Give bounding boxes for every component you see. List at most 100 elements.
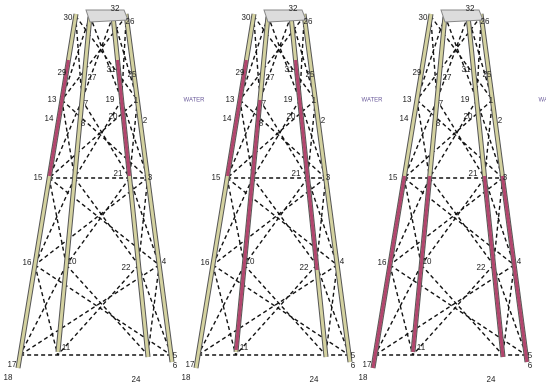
leg — [58, 16, 90, 352]
node-label: 14 — [45, 114, 54, 123]
node-label: 18 — [359, 373, 368, 382]
node-label: 5 — [351, 351, 356, 360]
brace — [421, 265, 503, 355]
node-label: 13 — [48, 95, 57, 104]
node-label: 6 — [173, 361, 178, 370]
node-label: 21 — [114, 169, 123, 178]
highlighted-member — [502, 176, 527, 362]
node-label: 4 — [162, 257, 167, 266]
node-label: 15 — [389, 173, 398, 182]
node-label: 19 — [106, 95, 115, 104]
node-label: 8 — [259, 119, 264, 128]
highlighted-member — [484, 176, 503, 357]
node-label: 16 — [201, 258, 210, 267]
node-label: 8 — [81, 119, 86, 128]
node-label: 18 — [182, 373, 191, 382]
node-label: 4 — [517, 257, 522, 266]
node-label: 5 — [173, 351, 178, 360]
node-label: 2 — [143, 116, 148, 125]
node-label: 5 — [528, 351, 533, 360]
node-label: 20 — [464, 112, 473, 121]
node-label: 32 — [289, 4, 298, 13]
jacket-structure: 3032262927312513719114820215213161022417… — [4, 4, 206, 384]
node-label: 31 — [107, 65, 116, 74]
brace — [390, 265, 526, 355]
node-label: 27 — [88, 73, 97, 82]
node-label: 15 — [212, 173, 221, 182]
node-label: 11 — [417, 343, 426, 352]
node-label: 19 — [461, 95, 470, 104]
node-label: 31 — [462, 65, 471, 74]
node-label: 14 — [400, 114, 409, 123]
node-label: 16 — [23, 258, 32, 267]
brace — [417, 100, 430, 178]
node-label: 19 — [284, 95, 293, 104]
node-label: 27 — [266, 73, 275, 82]
brace — [213, 265, 349, 355]
node-label: 24 — [310, 375, 319, 384]
node-label: 1 — [489, 96, 494, 105]
node-label: 29 — [413, 68, 422, 77]
node-label: 7 — [262, 99, 267, 108]
node-label: 22 — [477, 263, 486, 272]
node-label: 21 — [469, 169, 478, 178]
node-label: 6 — [351, 361, 356, 370]
brace — [58, 265, 139, 355]
node-label: 25 — [128, 70, 137, 79]
node-label: 10 — [246, 257, 255, 266]
node-label: 13 — [226, 95, 235, 104]
node-label: 13 — [403, 95, 412, 104]
brace — [62, 100, 75, 178]
node-label: 26 — [304, 17, 313, 26]
brace — [148, 265, 159, 355]
node-label: 30 — [419, 13, 428, 22]
brace — [66, 265, 148, 355]
node-label: 6 — [528, 361, 533, 370]
node-label: 1 — [134, 96, 139, 105]
node-label: 10 — [423, 257, 432, 266]
brace — [413, 265, 494, 355]
node-label: 3 — [503, 173, 508, 182]
node-label: 30 — [64, 13, 73, 22]
node-label: 22 — [300, 263, 309, 272]
node-label: 15 — [34, 173, 43, 182]
node-label: 32 — [466, 4, 475, 13]
deck — [264, 10, 306, 22]
node-label: 29 — [58, 68, 67, 77]
deck — [86, 10, 128, 22]
node-label: 16 — [378, 258, 387, 267]
deck — [441, 10, 483, 22]
water-label: WATER — [184, 98, 206, 104]
node-label: 17 — [363, 360, 372, 369]
node-label: 17 — [8, 360, 17, 369]
node-label: 32 — [111, 4, 120, 13]
brace — [503, 265, 514, 355]
node-label: 10 — [68, 257, 77, 266]
node-label: 22 — [122, 263, 131, 272]
node-label: 26 — [126, 17, 135, 26]
node-label: 25 — [306, 70, 315, 79]
node-label: 11 — [240, 343, 249, 352]
node-label: 20 — [109, 112, 118, 121]
node-label: 26 — [481, 17, 490, 26]
brace — [240, 100, 253, 178]
node-label: 7 — [439, 99, 444, 108]
node-label: 25 — [483, 70, 492, 79]
node-label: 1 — [312, 96, 317, 105]
node-label: 29 — [236, 68, 245, 77]
node-label: 14 — [223, 114, 232, 123]
node-label: 24 — [132, 375, 141, 384]
node-label: 27 — [443, 73, 452, 82]
node-label: 7 — [84, 99, 89, 108]
node-label: 11 — [62, 343, 71, 352]
node-label: 4 — [340, 257, 345, 266]
water-label: WATER — [362, 98, 384, 104]
node-label: 2 — [321, 116, 326, 125]
node-label: 31 — [285, 65, 294, 74]
node-label: 20 — [287, 112, 296, 121]
brace — [326, 265, 337, 355]
node-label: 2 — [498, 116, 503, 125]
brace — [35, 265, 171, 355]
